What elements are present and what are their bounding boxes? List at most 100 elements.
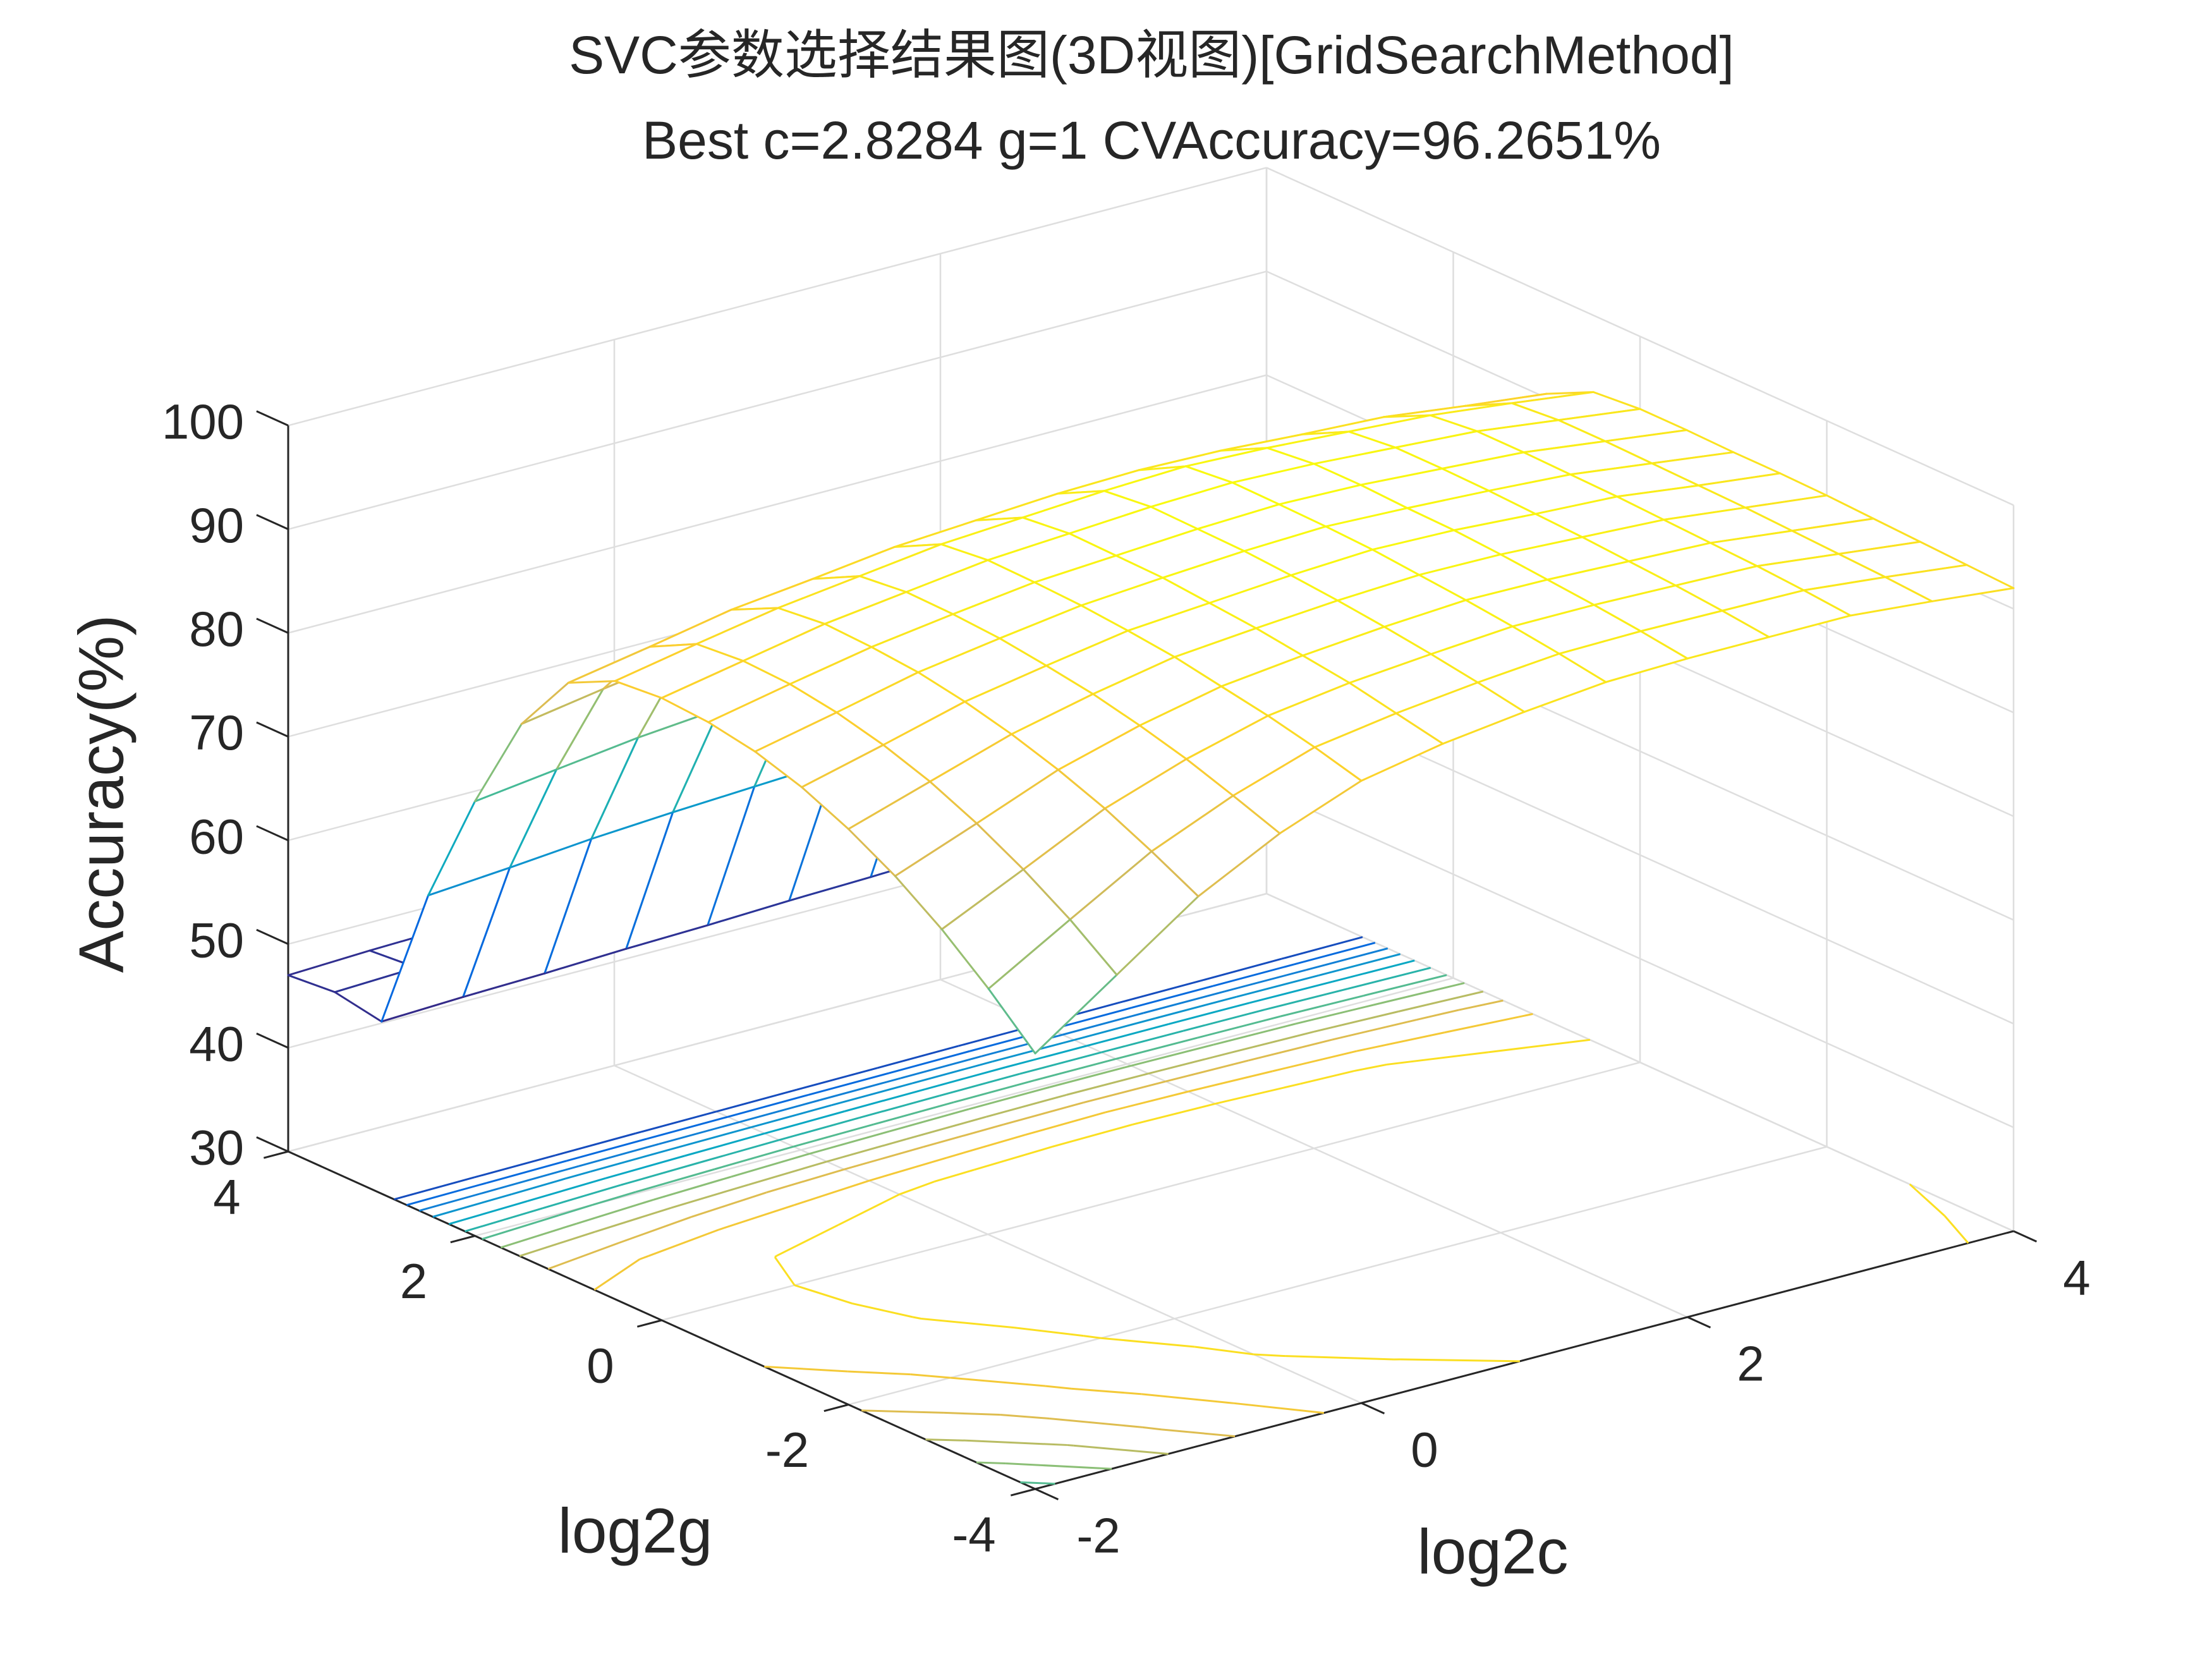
mesh-face xyxy=(1337,574,1466,627)
contour-segment xyxy=(647,1115,728,1140)
mesh-edge xyxy=(1663,506,1746,521)
mesh-edge xyxy=(1464,599,1514,628)
contour-segment xyxy=(774,1256,796,1286)
mesh-edge xyxy=(1045,629,1129,667)
contour-segment xyxy=(796,1067,878,1091)
mesh-face xyxy=(1303,626,1431,683)
z-tick xyxy=(256,514,289,530)
mesh-face xyxy=(1232,463,1361,505)
mesh-edge xyxy=(1593,604,1642,633)
mesh-edge xyxy=(1080,604,1129,632)
mesh-edge xyxy=(1313,463,1362,486)
contour-segment xyxy=(499,1165,580,1189)
mesh-edge xyxy=(1301,430,1350,435)
grid-line xyxy=(288,374,1267,634)
mesh-face xyxy=(1011,694,1140,770)
contour-segment xyxy=(861,1409,944,1414)
mesh-edge xyxy=(474,722,523,803)
contour-segment xyxy=(1141,1393,1233,1404)
contour-segment xyxy=(1253,1353,1287,1358)
mesh-face xyxy=(988,533,1116,583)
mesh-edge xyxy=(1557,408,1641,422)
mesh-edge xyxy=(789,646,873,685)
mesh-edge xyxy=(567,645,651,684)
mesh-edge xyxy=(1103,465,1187,492)
mesh-face xyxy=(1710,530,1839,566)
contour-segment xyxy=(944,1411,1000,1416)
mesh-edge xyxy=(1208,602,1257,629)
mesh-face xyxy=(1034,556,1163,606)
contour-segment xyxy=(465,1207,544,1232)
mesh-face xyxy=(1349,415,1477,448)
mesh-edge xyxy=(1395,712,1444,745)
mesh-edge xyxy=(1185,715,1269,760)
mesh-edge xyxy=(1476,652,1560,684)
mesh-edge xyxy=(1290,574,1339,602)
x-tick xyxy=(2013,1230,2038,1243)
contour-segment xyxy=(1915,1189,1946,1217)
mesh-face xyxy=(1244,526,1373,576)
mesh-edge xyxy=(730,578,814,611)
contour-segment xyxy=(1331,1019,1417,1041)
contour-segment xyxy=(576,1198,654,1225)
contour-segment xyxy=(1943,1215,1969,1244)
contour-segment xyxy=(1306,947,1389,971)
mesh-edge xyxy=(1721,589,1805,612)
contour-segment xyxy=(844,1088,925,1112)
mesh-edge xyxy=(590,811,674,840)
mesh-edge xyxy=(940,543,989,561)
mesh-face xyxy=(1057,466,1186,494)
contour-segment xyxy=(1074,1017,1156,1041)
contour-segment xyxy=(793,1123,874,1148)
mesh-edge xyxy=(1382,404,1466,418)
mesh-edge xyxy=(1418,574,1467,602)
contour-segment xyxy=(1000,1414,1050,1419)
mesh-face xyxy=(1745,495,1874,531)
contour-segment xyxy=(474,1154,556,1179)
grid-line xyxy=(1266,789,2014,1129)
mesh-edge xyxy=(1802,589,1852,617)
mesh-face xyxy=(1838,542,1967,578)
contour-segment xyxy=(826,1138,907,1163)
mesh-edge xyxy=(1790,518,1875,532)
mesh-face xyxy=(1722,590,1850,637)
mesh-edge xyxy=(1510,391,1595,404)
mesh-edge xyxy=(1837,540,1921,555)
mesh-edge xyxy=(1464,578,1548,602)
contour-segment xyxy=(764,1110,845,1134)
mesh-edge xyxy=(1232,746,1316,797)
contour-segment xyxy=(547,1241,620,1270)
mesh-edge xyxy=(1639,408,1688,432)
mesh-edge xyxy=(1884,576,1933,602)
contour-segment xyxy=(1155,995,1237,1019)
contour-segment xyxy=(939,1073,1021,1097)
mesh-edge xyxy=(672,708,720,813)
mesh-edge xyxy=(1627,542,1711,562)
contour-segment xyxy=(1265,987,1349,1011)
mesh-edge xyxy=(999,637,1048,667)
contour-segment xyxy=(1313,1011,1399,1033)
mesh-edge xyxy=(1546,578,1595,606)
contour-segment xyxy=(670,1126,751,1150)
mesh-edge xyxy=(520,681,569,725)
mesh-edge xyxy=(777,607,826,625)
mesh-face xyxy=(1046,630,1175,695)
mesh-edge xyxy=(474,769,557,803)
contour-segment xyxy=(719,1204,794,1231)
mesh-face xyxy=(778,576,906,624)
contour-segment xyxy=(648,1229,720,1257)
mesh-edge xyxy=(1022,807,1106,871)
x-tick xyxy=(1361,1402,1385,1414)
contour-segment xyxy=(900,1055,981,1079)
mesh-edge xyxy=(1441,468,1490,492)
mesh-face xyxy=(1314,447,1442,485)
contour-segment xyxy=(659,1121,740,1145)
mesh-edge xyxy=(742,623,826,662)
mesh-edge xyxy=(1220,654,1304,688)
mesh-face xyxy=(1104,466,1232,507)
mesh-edge xyxy=(1453,513,1537,532)
mesh-face xyxy=(381,867,510,1022)
mesh-edge xyxy=(987,918,1071,990)
contour-segment xyxy=(1909,1183,1917,1191)
mesh-face xyxy=(976,770,1105,870)
